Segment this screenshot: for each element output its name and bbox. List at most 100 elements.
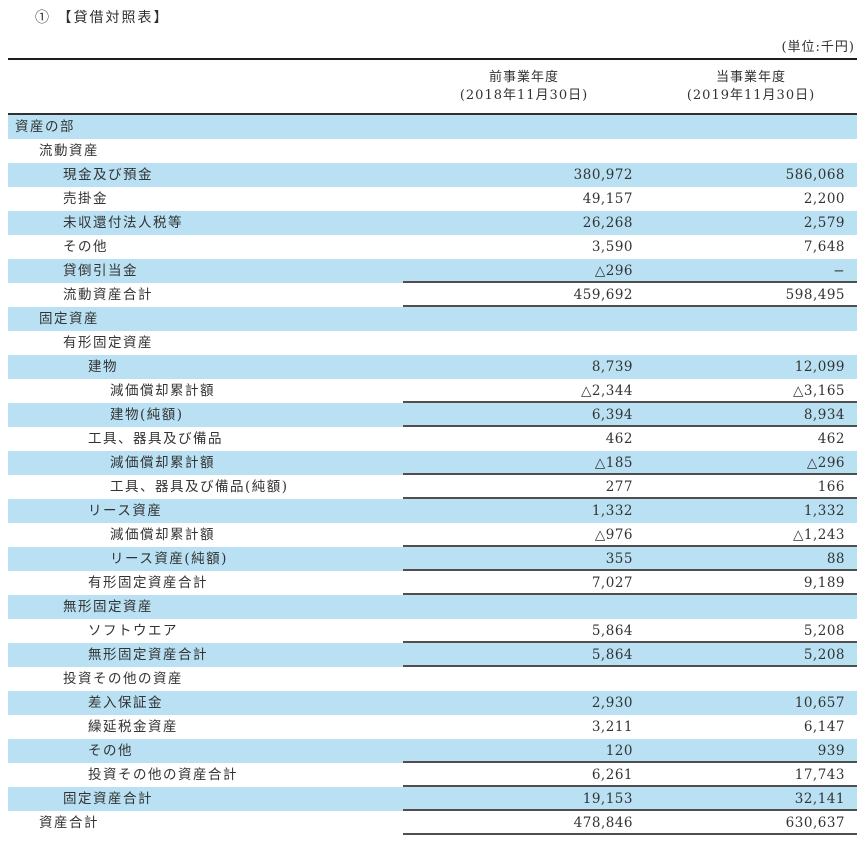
row-values: 1,332 1,332 (403, 499, 857, 523)
table-row: 流動資産 (8, 139, 857, 163)
table-row: リース資産(純額) 355 88 (8, 547, 857, 571)
value-prior-year: △976 (594, 527, 633, 543)
table-row: 資産合計 478,846 630,637 (8, 811, 857, 835)
value-prior-year: 5,864 (591, 623, 633, 639)
row-values: 355 88 (403, 547, 857, 571)
table-row: 流動資産合計 459,692 598,495 (8, 283, 857, 307)
row-label: リース資産 (88, 503, 163, 519)
row-label: その他 (63, 239, 108, 255)
value-prior-year: 49,157 (582, 191, 633, 207)
row-label: 投資その他の資産 (63, 671, 183, 687)
value-current-year: △3,165 (792, 383, 845, 399)
row-label: 固定資産合計 (63, 791, 153, 807)
column-header-prior-year: 前事業年度 (2018年11月30日) (403, 69, 645, 105)
value-prior-year: 1,332 (591, 503, 633, 519)
row-label: 現金及び預金 (63, 167, 153, 183)
table-row: 有形固定資産合計 7,027 9,189 (8, 571, 857, 595)
row-label: 減価償却累計額 (110, 455, 215, 471)
row-values: △296 − (403, 259, 857, 283)
row-label: 建物 (88, 359, 118, 375)
row-label: 貸倒引当金 (63, 263, 138, 279)
row-values: 49,157 2,200 (403, 187, 857, 211)
value-current-year (645, 139, 857, 163)
table-row: 未収還付法人税等 26,268 2,579 (8, 211, 857, 235)
row-values (403, 331, 857, 355)
row-values: 462 462 (403, 427, 857, 451)
table-row: リース資産 1,332 1,332 (8, 499, 857, 523)
column-header-prior-year-title: 前事業年度 (488, 69, 559, 85)
row-label: 繰延税金資産 (88, 719, 178, 735)
row-values (403, 115, 857, 139)
row-values: 3,211 6,147 (403, 715, 857, 739)
table-row: 工具、器具及び備品(純額) 277 166 (8, 475, 857, 499)
value-current-year: 462 (817, 431, 845, 447)
row-values (403, 307, 857, 331)
table-row: 現金及び預金 380,972 586,068 (8, 163, 857, 187)
table-row: 無形固定資産合計 5,864 5,208 (8, 643, 857, 667)
row-label: 減価償却累計額 (110, 527, 215, 543)
value-current-year: 166 (817, 479, 845, 495)
table-row: 貸倒引当金 △296 − (8, 259, 857, 283)
row-label: ソフトウエア (88, 623, 178, 639)
row-label: 建物(純額) (110, 407, 184, 423)
table-row: その他 3,590 7,648 (8, 235, 857, 259)
column-header-current-year-title: 当事業年度 (715, 69, 786, 85)
value-prior-year: 277 (605, 479, 633, 495)
column-header-current-year: 当事業年度 (2019年11月30日) (645, 69, 857, 105)
row-values: 478,846 630,637 (403, 811, 857, 835)
column-header-current-year-date: (2019年11月30日) (686, 87, 816, 103)
value-prior-year: 3,590 (591, 239, 633, 255)
table-row: その他 120 939 (8, 739, 857, 763)
value-prior-year (403, 307, 645, 331)
balance-sheet-document: ① 【貸借対照表】 (単位:千円) 前事業年度 (2018年11月30日) 当事… (8, 0, 857, 835)
row-values: △185 △296 (403, 451, 857, 475)
row-values: △976 △1,243 (403, 523, 857, 547)
row-values: 19,153 32,141 (403, 787, 857, 811)
row-label: 資産合計 (39, 815, 99, 831)
row-values (403, 667, 857, 691)
row-label: 流動資産 (39, 143, 99, 159)
row-label: 減価償却累計額 (110, 383, 215, 399)
table-row: 資産の部 (8, 115, 857, 139)
value-current-year: 6,147 (803, 719, 845, 735)
row-values: △2,344 △3,165 (403, 379, 857, 403)
value-prior-year: 2,930 (591, 695, 633, 711)
table-row: 売掛金 49,157 2,200 (8, 187, 857, 211)
value-prior-year: 6,261 (591, 767, 633, 783)
row-values: 5,864 5,208 (403, 619, 857, 643)
value-current-year (645, 307, 857, 331)
value-current-year: 7,648 (803, 239, 845, 255)
value-prior-year (403, 595, 645, 619)
page-title: ① 【貸借対照表】 (35, 10, 170, 26)
unit-note: (単位:千円) (781, 40, 855, 55)
value-current-year: 630,637 (785, 815, 845, 831)
row-label: 投資その他の資産合計 (88, 767, 238, 783)
table-row: 投資その他の資産合計 6,261 17,743 (8, 763, 857, 787)
row-values: 8,739 12,099 (403, 355, 857, 379)
value-current-year: 1,332 (803, 503, 845, 519)
value-current-year: 598,495 (785, 287, 845, 303)
value-prior-year: 3,211 (591, 719, 633, 735)
row-values: 6,261 17,743 (403, 763, 857, 787)
value-prior-year: 380,972 (573, 167, 633, 183)
table-row: 無形固定資産 (8, 595, 857, 619)
value-prior-year: 8,739 (591, 359, 633, 375)
row-values: 3,590 7,648 (403, 235, 857, 259)
table-row: 減価償却累計額 △976 △1,243 (8, 523, 857, 547)
row-values: 26,268 2,579 (403, 211, 857, 235)
table-row: 繰延税金資産 3,211 6,147 (8, 715, 857, 739)
row-label: 無形固定資産合計 (88, 647, 208, 663)
value-current-year (645, 595, 857, 619)
value-prior-year: 6,394 (591, 407, 633, 423)
table-row: 差入保証金 2,930 10,657 (8, 691, 857, 715)
row-label: リース資産(純額) (110, 551, 228, 567)
value-current-year: 586,068 (785, 167, 845, 183)
table-row: ソフトウエア 5,864 5,208 (8, 619, 857, 643)
value-current-year: 939 (817, 743, 845, 759)
value-current-year: − (833, 263, 845, 279)
value-current-year: 12,099 (794, 359, 845, 375)
row-values (403, 595, 857, 619)
table-row: 投資その他の資産 (8, 667, 857, 691)
table-row: 減価償却累計額 △2,344 △3,165 (8, 379, 857, 403)
table-row: 有形固定資産 (8, 331, 857, 355)
